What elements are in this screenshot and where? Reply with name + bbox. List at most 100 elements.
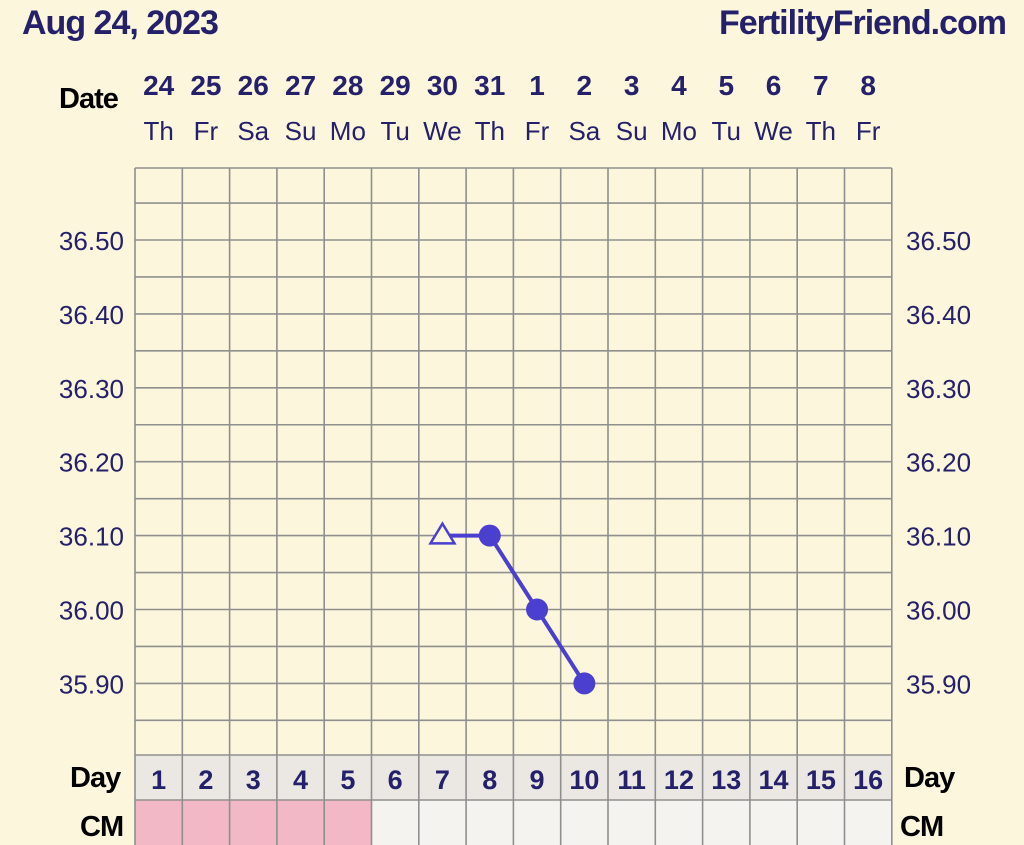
cm-cell-empty xyxy=(560,800,608,845)
weekday-label: Th xyxy=(806,116,836,146)
date-label: 28 xyxy=(332,70,363,101)
date-label: 25 xyxy=(190,70,221,101)
weekday-label: Su xyxy=(285,116,317,146)
day-cell xyxy=(371,755,419,800)
cm-cell-empty xyxy=(749,800,798,845)
weekday-label: Mo xyxy=(330,116,366,146)
cm-cell-filled xyxy=(135,800,183,845)
day-cell xyxy=(276,755,325,800)
y-tick-label-left: 36.50 xyxy=(59,226,124,256)
y-tick-label-left: 36.00 xyxy=(59,596,124,626)
day-cell xyxy=(797,755,845,800)
grid xyxy=(134,167,893,845)
cm-cell-empty xyxy=(513,800,561,845)
data-series xyxy=(428,521,596,695)
date-label: 31 xyxy=(474,70,505,101)
data-point xyxy=(526,598,549,621)
y-tick-label-right: 35.90 xyxy=(906,669,971,699)
day-number: 6 xyxy=(388,765,403,795)
y-tick-label-right: 36.20 xyxy=(906,448,971,478)
y-tick-label-left: 36.10 xyxy=(59,522,124,552)
weekday-label: Tu xyxy=(380,116,409,146)
date-label: 24 xyxy=(143,70,175,101)
date-row-label: Date xyxy=(59,83,119,115)
day-number: 16 xyxy=(853,765,883,795)
day-cell xyxy=(513,755,561,800)
date-label: 26 xyxy=(238,70,269,101)
chart-date: Aug 24, 2023 xyxy=(22,4,219,42)
y-tick-label-right: 36.40 xyxy=(906,300,971,330)
y-tick-label-right: 36.50 xyxy=(906,226,971,256)
date-label: 29 xyxy=(380,70,411,101)
day-cell xyxy=(182,755,230,800)
y-tick-label-left: 35.90 xyxy=(59,669,124,699)
data-point-triangle xyxy=(428,521,457,545)
weekday-label: We xyxy=(423,116,462,146)
cm-cell-empty xyxy=(371,800,419,845)
day-row-label-right: Day xyxy=(904,762,955,794)
cm-cell-filled xyxy=(324,800,372,845)
cm-cell-filled xyxy=(276,800,325,845)
date-label: 1 xyxy=(529,70,545,101)
data-point xyxy=(478,524,501,547)
cm-cell-empty xyxy=(797,800,845,845)
cm-cell-empty xyxy=(844,800,892,845)
data-point xyxy=(573,672,596,695)
day-cell xyxy=(229,755,277,800)
date-label: 7 xyxy=(813,70,829,101)
site-name[interactable]: FertilityFriend.com xyxy=(718,4,1007,42)
day-number: 5 xyxy=(340,765,355,795)
weekday-label: Th xyxy=(143,116,173,146)
date-label: 30 xyxy=(427,70,458,101)
day-cell xyxy=(418,755,467,800)
weekday-label: Fr xyxy=(525,116,550,146)
day-number: 14 xyxy=(759,765,789,795)
cm-row-label-left: CM xyxy=(80,811,123,843)
cm-row-label-right: CM xyxy=(900,811,943,843)
day-number: 9 xyxy=(530,765,545,795)
day-cell xyxy=(135,755,183,800)
weekday-label: Fr xyxy=(194,116,219,146)
cm-cell-empty xyxy=(608,800,656,845)
date-label: 3 xyxy=(624,70,640,101)
weekday-label: Mo xyxy=(661,116,697,146)
day-cell xyxy=(324,755,372,800)
cm-cell-empty xyxy=(466,800,514,845)
day-number: 11 xyxy=(617,765,646,795)
day-number: 1 xyxy=(151,765,166,795)
weekday-label: Su xyxy=(616,116,648,146)
day-row-label-left: Day xyxy=(70,762,121,794)
weekday-label: Th xyxy=(475,116,505,146)
date-label: 2 xyxy=(577,70,593,101)
day-cell xyxy=(844,755,892,800)
date-label: 27 xyxy=(285,70,316,101)
day-number: 4 xyxy=(293,765,308,795)
date-label: 5 xyxy=(718,70,734,101)
date-label: 8 xyxy=(860,70,876,101)
weekday-label: Tu xyxy=(712,116,741,146)
y-tick-label-right: 36.30 xyxy=(906,374,971,404)
date-label: 4 xyxy=(671,70,687,101)
date-label: 6 xyxy=(766,70,782,101)
cm-cell-filled xyxy=(229,800,277,845)
y-tick-label-left: 36.20 xyxy=(59,448,124,478)
cm-cell-filled xyxy=(182,800,230,845)
y-tick-label-left: 36.30 xyxy=(59,374,124,404)
cm-cell-empty xyxy=(418,800,467,845)
day-cell xyxy=(560,755,608,800)
day-number: 7 xyxy=(435,765,450,795)
temperature-line xyxy=(442,533,587,685)
weekday-label: Fr xyxy=(856,116,881,146)
y-tick-label-right: 36.10 xyxy=(906,522,971,552)
day-number: 15 xyxy=(806,765,836,795)
cm-cell-empty xyxy=(655,800,703,845)
day-number: 8 xyxy=(482,765,497,795)
day-cell xyxy=(655,755,703,800)
cm-cell-empty xyxy=(702,800,750,845)
day-cell xyxy=(702,755,750,800)
day-number: 12 xyxy=(664,765,694,795)
day-cell xyxy=(749,755,798,800)
weekday-label: Sa xyxy=(568,116,600,146)
day-number: 3 xyxy=(246,765,261,795)
